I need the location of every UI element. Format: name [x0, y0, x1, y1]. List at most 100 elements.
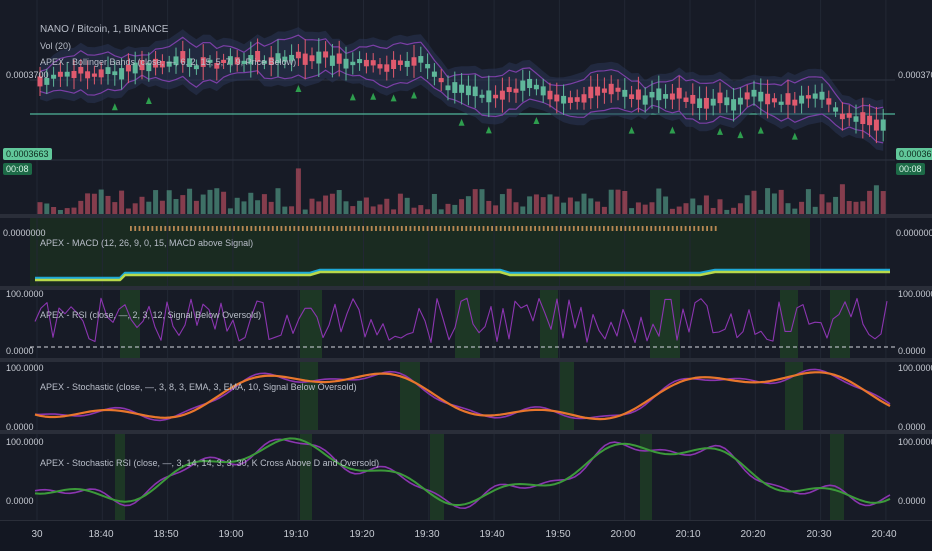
volume-bar [595, 201, 601, 214]
pane-separator[interactable] [0, 430, 932, 434]
candle-body [200, 57, 206, 67]
volume-bar [431, 193, 437, 214]
candle-body [397, 60, 403, 65]
candle-body [873, 119, 879, 131]
candle-body [547, 90, 553, 100]
histogram-bar [388, 226, 390, 231]
candle-body [221, 59, 227, 64]
candle-body [214, 62, 220, 69]
histogram-bar [667, 226, 670, 231]
stochastic-rsi-label: APEX - Stochastic RSI (close, —, 3, 14, … [40, 458, 380, 468]
volume-bar [472, 189, 478, 214]
histogram-bar [379, 226, 382, 231]
volume-bar [697, 205, 703, 214]
histogram-bar [684, 226, 687, 231]
histogram-bar [323, 226, 326, 231]
volume-bar [635, 202, 641, 214]
candle-body [139, 59, 145, 71]
histogram-bar [594, 226, 597, 231]
candle-body [193, 65, 199, 70]
rsi-chart[interactable] [0, 290, 932, 358]
histogram-bar [289, 226, 291, 231]
stochastic-rsi-k-line [34, 437, 891, 506]
volume-bar [173, 199, 179, 214]
pane-separator[interactable] [0, 214, 932, 218]
macd-line [35, 268, 890, 280]
candle-body [153, 58, 159, 68]
volume-bar [554, 196, 560, 214]
volume-bar [819, 194, 825, 214]
histogram-bar [160, 226, 162, 231]
histogram-bar [392, 226, 395, 231]
volume-bar [37, 202, 43, 214]
candle-body [64, 71, 70, 77]
histogram-bar [676, 226, 678, 231]
stochastic-rsi-chart[interactable] [0, 434, 932, 520]
histogram-bar [147, 226, 149, 231]
histogram-bar [220, 226, 223, 231]
histogram-bar [340, 226, 343, 231]
volume-bar [731, 207, 737, 214]
volume-bar [295, 168, 301, 214]
candle-body [608, 83, 614, 95]
volume-bar [805, 189, 811, 214]
candle-body [479, 94, 485, 98]
volume-bar [57, 209, 63, 214]
price-chart[interactable] [0, 0, 932, 214]
signal-zone-fill [780, 290, 798, 358]
macd-chart[interactable] [0, 218, 932, 286]
candle-body [778, 101, 784, 105]
candle-body [765, 93, 771, 105]
price-pane[interactable]: NANO / Bitcoin, 1, BINANCE Vol (20) APEX… [0, 0, 932, 214]
candle-body [561, 95, 567, 104]
pane-separator[interactable] [0, 358, 932, 362]
volume-bar [520, 206, 526, 214]
volume-bar [180, 195, 186, 214]
candle-body [37, 76, 43, 87]
stochastic-rsi-pane[interactable]: APEX - Stochastic RSI (close, —, 3, 14, … [0, 434, 932, 520]
volume-bar [445, 203, 451, 214]
buy-arrow-icon [370, 92, 377, 100]
volume-bar [71, 207, 77, 214]
stochastic-chart[interactable] [0, 362, 932, 430]
time-tick: 20:30 [806, 529, 832, 540]
stochastic-pane[interactable]: APEX - Stochastic (close, —, 3, 8, 3, EM… [0, 362, 932, 432]
volume-bar [207, 189, 213, 214]
volume-bar [214, 188, 220, 214]
histogram-bar [534, 226, 536, 231]
histogram-bar [345, 226, 347, 231]
candle-body [316, 51, 322, 64]
volume-bar [384, 198, 390, 214]
volume-bar [193, 200, 199, 214]
candle-body [180, 51, 186, 63]
volume-bar [153, 190, 159, 214]
time-tick: 20:40 [871, 529, 897, 540]
macd-axis-left: 0.0000000 [3, 228, 46, 238]
candle-body [44, 77, 50, 85]
candle-body [309, 55, 315, 62]
histogram-bar [654, 226, 657, 231]
histogram-bar [164, 226, 167, 231]
histogram-bar [568, 226, 571, 231]
rsi-pane[interactable]: APEX - RSI (close, —, 2, 3, 12, Signal B… [0, 289, 932, 358]
histogram-bar [542, 226, 545, 231]
signal-zone-fill [400, 362, 420, 430]
candle-body [207, 59, 213, 63]
macd-pane[interactable]: APEX - MACD (12, 26, 9, 0, 15, MACD abov… [0, 218, 932, 286]
candle-body [234, 57, 240, 65]
candle-body [465, 85, 471, 96]
candle-body [241, 60, 247, 65]
time-axis[interactable]: 30 18:40 18:50 19:00 19:10 19:20 19:30 1… [0, 520, 932, 551]
histogram-bar [284, 226, 287, 231]
histogram-bar [641, 226, 644, 231]
candle-body [669, 93, 675, 100]
histogram-bar [465, 226, 468, 231]
volume-bar [744, 195, 750, 214]
histogram-bar [194, 226, 197, 231]
pane-separator[interactable] [0, 286, 932, 290]
histogram-bar [697, 226, 700, 231]
candle-body [261, 60, 267, 64]
volume-bar [282, 206, 288, 214]
histogram-bar [525, 226, 528, 231]
histogram-bar [560, 226, 562, 231]
